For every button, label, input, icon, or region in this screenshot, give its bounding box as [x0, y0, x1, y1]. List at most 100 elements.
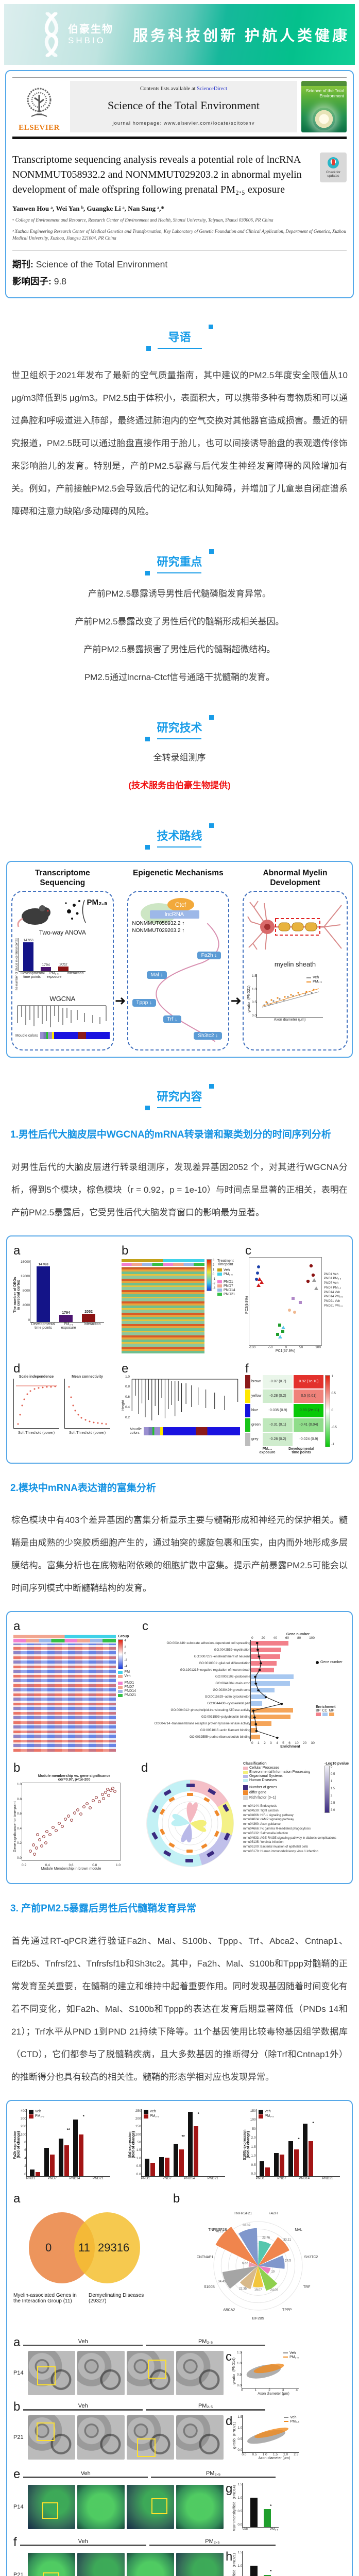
cell: -0.41 (0.04): [294, 1418, 324, 1432]
fig1a-bars: 14763 1794 2052: [30, 1260, 105, 1323]
check-updates-label: Check for updates: [326, 171, 340, 178]
fig1d-title1: Scale independence: [19, 1375, 54, 1379]
qpcr-ylabel: Mal expression (fold of change): [128, 2131, 135, 2158]
rose-gene-label: TNFRSF21: [234, 2212, 252, 2215]
pca-legend-item: PND21 PM₂.₅: [324, 1304, 343, 1308]
route-col-epigenetic: Epigenetic Mechanisms Ctcf lncRNA NONMMU…: [127, 868, 230, 1050]
pnd-label: PND21: [92, 2176, 104, 2180]
tick: 1.0: [237, 2362, 242, 2366]
tick: 12000: [21, 1274, 30, 1278]
tick: -50: [267, 1345, 273, 1349]
tick: 3: [212, 1259, 214, 1262]
intro-header-text: 导语: [168, 331, 191, 344]
legend-item: Veh: [224, 1268, 230, 1272]
tick: 1.5: [237, 2350, 242, 2354]
decor-square-icon: [208, 325, 213, 329]
scatter-ylabel: g-ratio（PND21）: [233, 2419, 237, 2449]
venn-right-count: 29316: [98, 2241, 130, 2254]
sig-star: *: [197, 2111, 199, 2116]
rose-wedge: [258, 2236, 289, 2266]
fig2c-bottom-label: Enrichment: [280, 1745, 300, 1749]
tick: 2: [264, 1741, 266, 1745]
group-pm: PM₂.₅: [205, 2538, 220, 2545]
tick: 0.8: [92, 1863, 97, 1867]
rose-gene-label: TNFRSF1B: [208, 2228, 227, 2231]
tick: 50: [299, 1345, 303, 1349]
tick: 20: [261, 1636, 265, 1640]
tick: 150: [135, 2125, 141, 2129]
fig3-rose-panel: b FA2H 22.76 MAL 33.21 SH3TC2 24.5 TRF 10 TPPP 24…: [173, 2192, 346, 2326]
tick: 10: [295, 1741, 299, 1745]
row-label: yellow: [251, 1394, 262, 1398]
impact-factor-value: 9.8: [54, 276, 67, 286]
legend-item: Veh: [290, 2415, 297, 2419]
decor-square-icon: [145, 571, 150, 575]
decor-square-icon: [209, 715, 214, 720]
tick: 50: [137, 2141, 141, 2144]
pnd-label: PND21: [207, 2176, 218, 2180]
rose-gene-label: SH3TC2: [304, 2256, 318, 2259]
if-image: [77, 2484, 125, 2529]
rose-value-label: 19.07: [254, 2289, 262, 2292]
tick: 1.5: [237, 2482, 243, 2486]
legend-item: PM₂.₅: [289, 2355, 299, 2359]
legend-item: PND21: [224, 1292, 235, 1296]
route-col-transcriptome: Transcriptome Sequencing: [11, 868, 114, 1050]
tick: 0.8: [125, 1385, 130, 1389]
tick: 100: [21, 2132, 26, 2137]
tick: 4: [296, 2388, 298, 2392]
fig1b-timepoint-strip: [122, 1262, 204, 1266]
route-gene-sh3tc2: Sh3tc2 ↓: [194, 1032, 223, 1040]
route-col1-title: Transcriptome Sequencing: [35, 869, 90, 888]
tick: 1.5: [251, 2145, 256, 2149]
legend-item: PND1: [124, 1681, 134, 1685]
rose-wedge: [258, 2265, 271, 2274]
sciencedirect-link[interactable]: ScienceDirect: [197, 86, 228, 92]
go-term: GO:1901215~negative regulation of neuron…: [180, 1668, 250, 1672]
pnd-label: PND7: [277, 2176, 286, 2180]
rose-wedge: [258, 2265, 278, 2291]
fig2b-scatter: [22, 1783, 121, 1861]
tick: 0: [285, 1345, 287, 1349]
cell: 0.5 (0.01): [294, 1389, 324, 1403]
fig2-panel-b: b Module membership vs. gene significanc…: [13, 1762, 135, 1871]
sig-star: **: [181, 2134, 185, 2139]
group-veh: Veh: [78, 2338, 88, 2345]
panel-label: f: [245, 1361, 249, 1376]
tick: 0.6: [125, 1395, 130, 1399]
fig1e-ylabel: Height: [122, 1399, 125, 1411]
tick: 1: [212, 1268, 214, 1272]
rose-value-label: 36.09: [243, 2224, 251, 2227]
tech-header-text: 研究技术: [157, 721, 202, 734]
tick: 16000: [21, 1260, 30, 1264]
section-highlights-header: 研究重点: [0, 549, 359, 575]
tick: 2: [124, 1646, 126, 1649]
journal-meta: 期刊: Science of the Total Environment 影响因…: [12, 256, 347, 291]
tick: 5: [282, 1741, 284, 1745]
fig1-panel-b: b 3 2 1 0 -1 -2 -3 Treatment Timepoint Veh: [122, 1244, 240, 1353]
fig3-scatter-d: d g-ratio（PND21） 1.5 1.0 0.5 0.0: [226, 2415, 346, 2460]
rose-gene-label: TRF: [303, 2285, 311, 2289]
header-underline: [157, 348, 202, 349]
tick: 1.0: [125, 1375, 130, 1379]
panel-label: a: [13, 1243, 21, 1258]
check-updates-badge[interactable]: Check for updates: [320, 152, 347, 182]
ribbon-logo-icon: [45, 12, 58, 57]
pnd-label: PND21: [322, 2176, 333, 2180]
banner-slogan: 服务科技创新 护航人类健康: [133, 28, 350, 44]
route-figure: Transcriptome Sequencing: [6, 861, 353, 1058]
figure-2: a Group 4 2 0 -2 -4 PM Veh: [6, 1611, 353, 1884]
journal-homepage-link[interactable]: journal homepage: www.elsevier.com/locat…: [112, 121, 255, 126]
go-term: GO:0015629~actin cytoskeleton: [204, 1695, 250, 1699]
rose-value-label: 33.21: [283, 2238, 292, 2241]
tick: -0.5: [331, 1426, 337, 1429]
rose-wedge: [238, 2228, 258, 2266]
highlight-item: 产前PM2.5暴露改变了男性后代的髓鞘形成相关基因。: [75, 617, 284, 626]
tick: 2: [24, 2164, 26, 2168]
fig1b-heatmap: [122, 1266, 204, 1353]
col-label: PM₂.₅ exposure: [259, 1447, 276, 1454]
fig1d-plot1: [13, 1378, 59, 1429]
tick: 4: [24, 2156, 26, 2160]
impact-factor-label: 影响因子:: [12, 276, 52, 286]
rose-value-label: 24.06: [270, 2289, 279, 2292]
